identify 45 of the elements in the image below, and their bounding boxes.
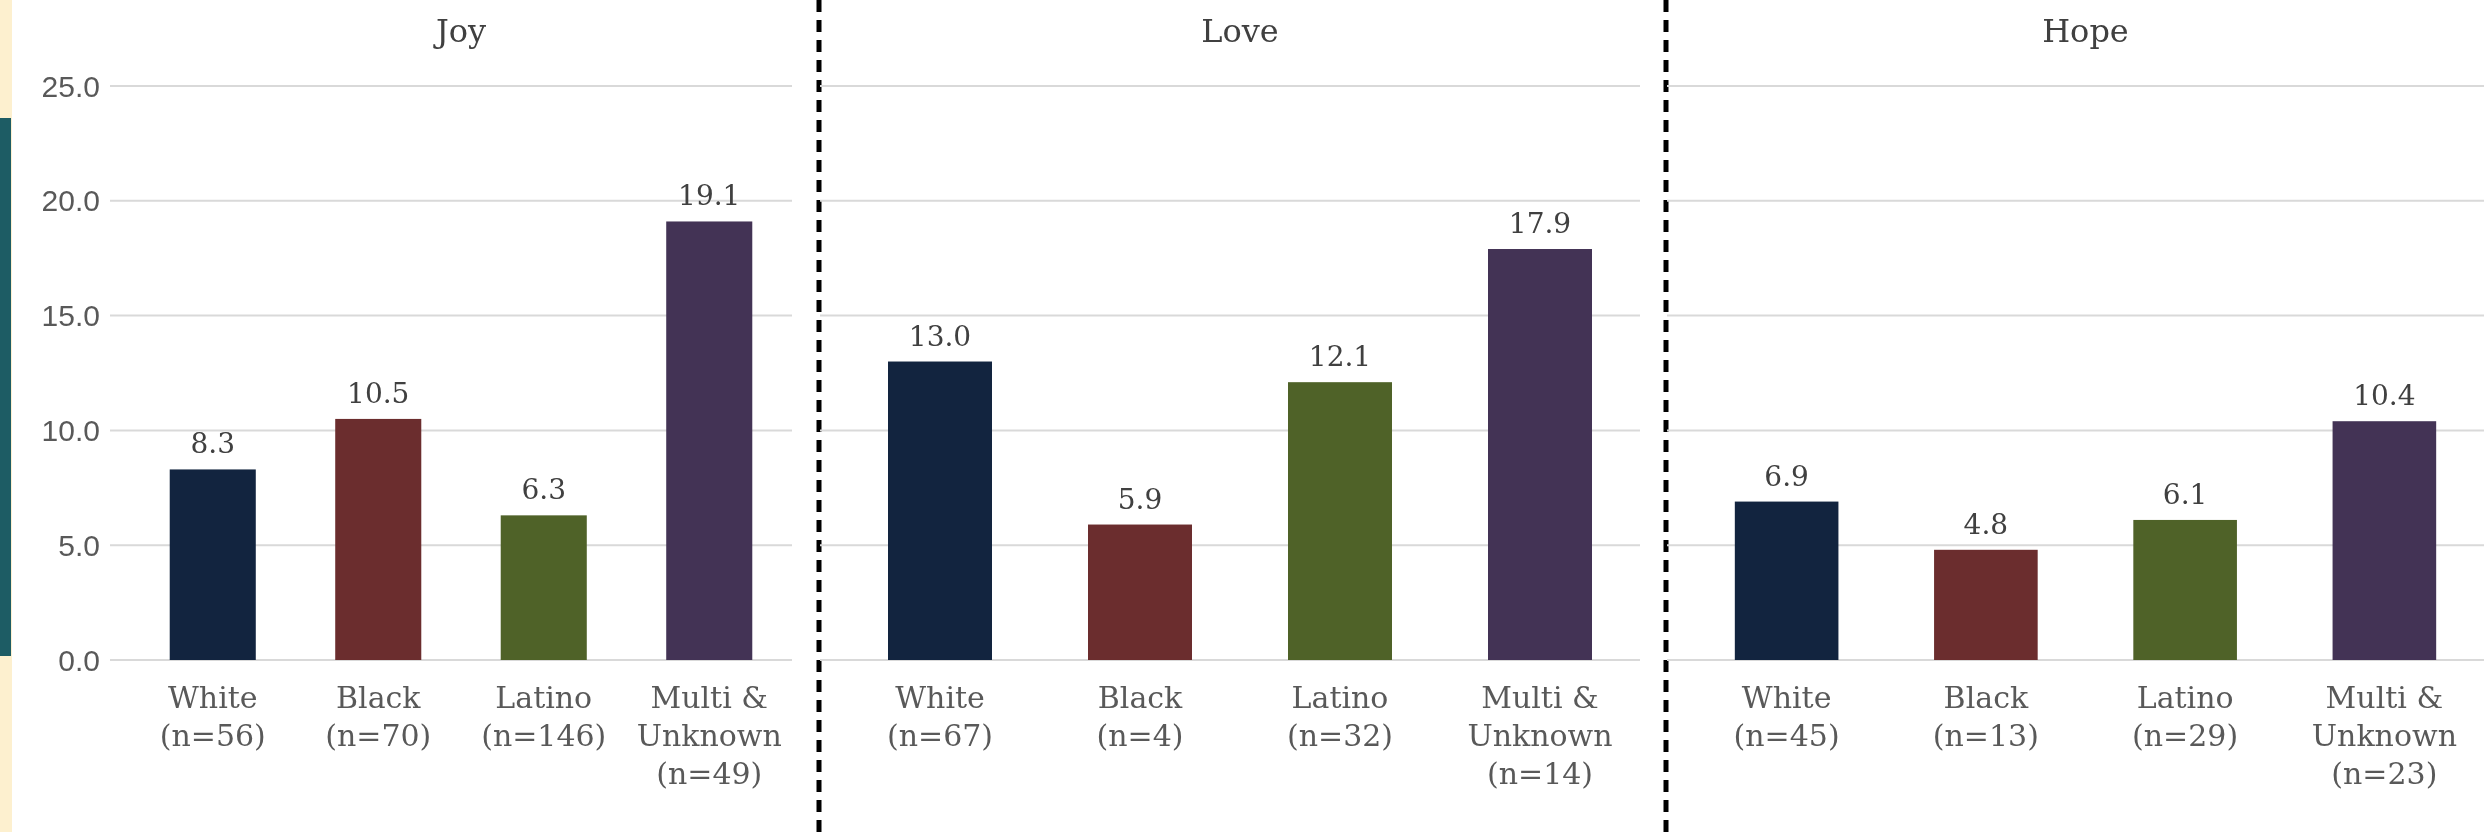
bar bbox=[1734, 501, 1839, 660]
y-tick-label: 20.0 bbox=[41, 184, 100, 218]
chart-title: Hope bbox=[2042, 12, 2129, 50]
y-tick-label: 25.0 bbox=[41, 69, 100, 103]
data-label: 13.0 bbox=[908, 319, 972, 353]
y-tick-label: 5.0 bbox=[58, 528, 100, 562]
data-label: 6.1 bbox=[2162, 477, 2208, 511]
data-label: 6.9 bbox=[1764, 459, 1809, 493]
data-label: 8.3 bbox=[190, 427, 236, 461]
chart-title: Joy bbox=[432, 12, 487, 50]
data-label: 6.3 bbox=[521, 473, 567, 507]
x-tick-label: Black (n=4) bbox=[1096, 680, 1184, 753]
data-label: 19.1 bbox=[678, 179, 741, 213]
y-tick-label: 15.0 bbox=[41, 299, 100, 333]
data-label: 4.8 bbox=[1963, 507, 2009, 541]
data-label: 10.4 bbox=[2353, 379, 2416, 413]
data-label: 17.9 bbox=[1508, 207, 1572, 241]
bar bbox=[888, 361, 992, 660]
data-label: 5.9 bbox=[1117, 482, 1163, 516]
bar bbox=[2133, 519, 2237, 660]
bar bbox=[1488, 249, 1592, 660]
x-tick-label: Black (n=70) bbox=[325, 680, 432, 753]
bar bbox=[666, 221, 753, 660]
bar bbox=[500, 515, 587, 660]
bar bbox=[2332, 421, 2437, 660]
x-tick-label: Multi & Unknown (n=49) bbox=[636, 680, 782, 791]
x-tick-label: Latino (n=32) bbox=[1286, 680, 1394, 753]
data-label: 12.1 bbox=[1308, 340, 1372, 374]
data-label: 10.5 bbox=[347, 376, 410, 410]
x-tick-label: Multi & Unknown (n=23) bbox=[2311, 680, 2457, 791]
x-tick-label: White (n=67) bbox=[886, 680, 994, 753]
bar bbox=[1088, 524, 1192, 660]
x-tick-label: White (n=56) bbox=[159, 680, 266, 753]
bar bbox=[169, 469, 256, 660]
y-tick-label: 10.0 bbox=[41, 413, 100, 447]
chart-title: Love bbox=[1201, 12, 1279, 50]
x-tick-label: Black (n=13) bbox=[1932, 680, 2039, 753]
y-tick-label: 0.0 bbox=[58, 643, 100, 677]
bar bbox=[335, 418, 422, 660]
bar bbox=[1288, 382, 1392, 660]
x-tick-label: White (n=45) bbox=[1733, 680, 1840, 753]
bar bbox=[1934, 549, 2038, 660]
x-tick-label: Latino (n=29) bbox=[2132, 680, 2239, 753]
x-tick-label: Latino (n=146) bbox=[481, 680, 607, 753]
x-tick-label: Multi & Unknown (n=14) bbox=[1467, 680, 1613, 791]
